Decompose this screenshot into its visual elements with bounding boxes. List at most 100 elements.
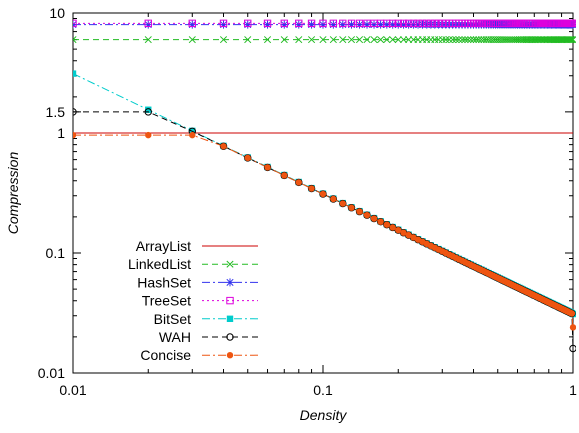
data-point-treeset [144,19,152,28]
data-point-hashset [414,20,423,29]
data-point-treeset [409,19,418,28]
data-point-linkedlist [469,36,478,44]
data-point-concise [389,224,396,231]
data-point-linkedlist [347,36,356,44]
data-point-treeset [188,19,196,28]
data-point-hashset [404,20,413,29]
data-point-concise [356,208,363,215]
legend-label: TreeSet [142,293,191,309]
data-point-treeset [329,19,338,28]
data-point-wah [73,108,77,116]
data-point-concise [264,164,271,171]
legend-label: ArrayList [136,238,191,254]
legend-swatch-marker [226,333,234,341]
data-point-hashset [329,20,338,29]
data-point-concise [569,324,576,331]
legend-label: BitSet [154,311,191,327]
data-point-concise [370,215,378,222]
data-point-concise [405,231,412,239]
data-point-treeset [394,19,402,28]
data-point-linkedlist [295,36,303,44]
data-point-hashset [409,20,418,29]
data-point-treeset [388,19,397,28]
legend-item-arraylist: ArrayList [136,238,258,254]
data-point-linkedlist [319,36,327,44]
data-point-hashset [399,20,408,29]
data-point-concise [568,310,576,317]
legend-label: LinkedList [128,256,191,272]
data-point-hashset [263,20,272,29]
data-point-linkedlist [567,36,575,44]
data-point-wah [569,344,576,353]
data-point-linkedlist [449,36,457,44]
series-line-wah [73,111,574,349]
series-layer [73,19,576,353]
data-point-hashset [338,20,347,29]
legend-item-bitset: BitSet [154,311,258,327]
data-point-linkedlist [517,36,525,44]
data-point-treeset [73,19,77,28]
data-point-linkedlist [308,36,316,44]
data-point-linkedlist [244,36,252,44]
data-point-concise [189,131,196,139]
data-point-linkedlist [475,36,483,44]
data-point-treeset [427,19,435,28]
x-tick-label: 0.01 [59,382,86,398]
data-point-linkedlist [394,36,402,44]
data-point-linkedlist [566,36,574,44]
data-point-concise [400,229,407,236]
data-point-treeset [418,19,427,28]
data-point-linkedlist [73,36,77,44]
data-point-linkedlist [263,36,272,44]
data-point-linkedlist [339,36,347,44]
data-point-linkedlist [458,36,466,44]
series-linkedlist [73,36,576,44]
x-tick-label: 1 [569,382,577,398]
data-point-treeset [347,19,356,28]
data-point-linkedlist [464,36,472,44]
data-point-linkedlist [363,36,371,44]
data-point-concise [244,154,251,162]
legend-item-wah: WAH [159,329,258,345]
data-point-linkedlist [452,36,460,44]
data-point-treeset [569,19,576,28]
data-point-treeset [404,19,413,28]
y-tick-label: 0.01 [38,365,65,381]
data-point-linkedlist [445,36,453,44]
data-point-hashset [144,20,153,29]
data-point-treeset [363,19,371,28]
data-point-hashset [219,20,228,29]
data-point-linkedlist [370,36,378,44]
data-point-concise [339,200,346,207]
legend-label: HashSet [137,274,191,290]
data-point-hashset [307,20,316,29]
data-point-linkedlist [383,36,391,44]
data-point-treeset [339,19,347,28]
data-point-treeset [319,19,327,28]
data-point-linkedlist [188,36,196,44]
data-point-linkedlist [219,36,228,44]
data-point-linkedlist [519,36,527,44]
legend-label: Concise [140,347,191,363]
data-point-concise [395,226,402,234]
legend-item-hashset: HashSet [137,274,258,290]
data-point-concise [308,185,315,192]
data-point-concise [363,211,371,219]
y-tick-label: 0.1 [46,245,66,261]
data-point-concise [383,221,391,228]
data-point-hashset [418,20,427,29]
data-point-hashset [280,20,289,29]
data-point-linkedlist [400,36,408,44]
legend-item-concise: Concise [140,347,258,363]
data-point-treeset [263,19,272,28]
legend-swatch-marker [226,296,234,305]
data-point-hashset [363,20,372,29]
axis-ticks: 0.01 0.1 1 0.01 0.1 1 1.5 10 [38,5,577,398]
data-point-bitset [145,106,152,113]
y-tick-label: 1.5 [46,104,66,120]
legend-label: WAH [159,329,191,345]
data-point-hashset [370,20,379,29]
data-point-hashset [376,20,385,29]
data-point-linkedlist [144,36,152,44]
legend-swatch-marker [226,260,234,268]
